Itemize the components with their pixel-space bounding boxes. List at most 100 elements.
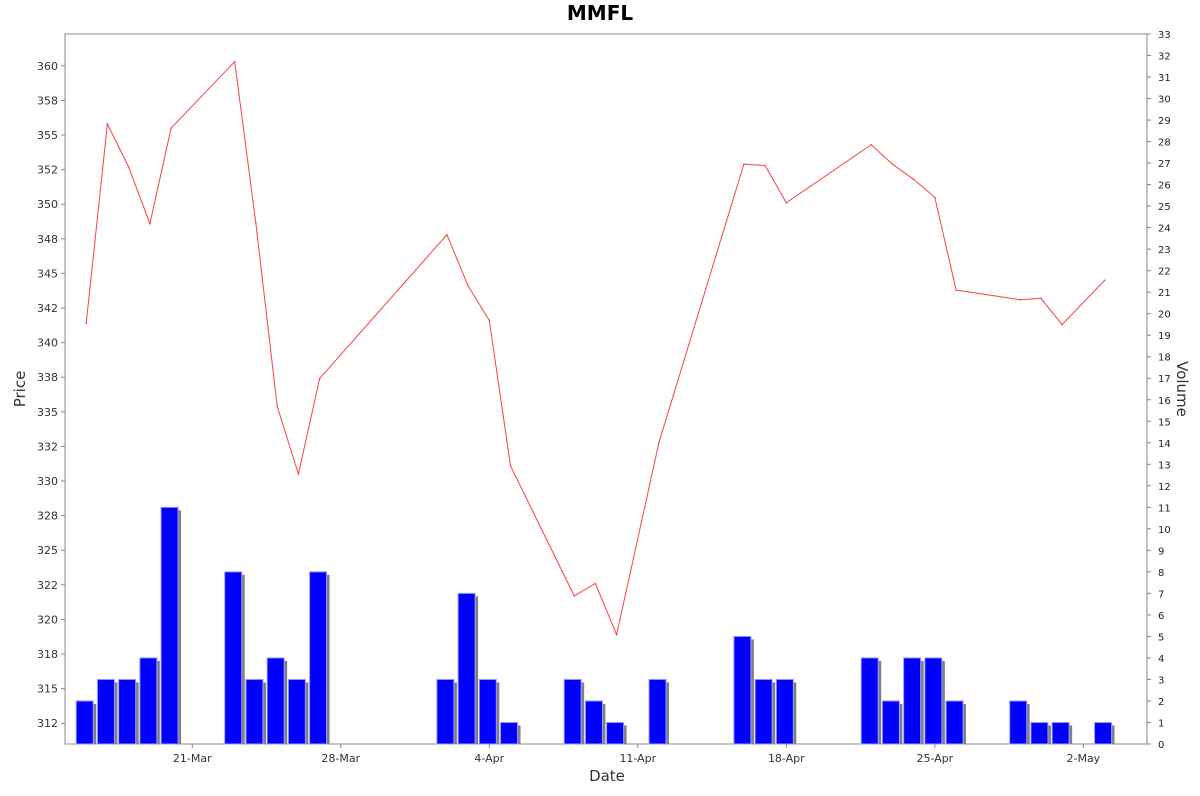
date-tick-label: 21-Mar (173, 752, 212, 765)
volume-bar-2 (118, 678, 137, 745)
volume-bar-4 (160, 506, 179, 745)
volume-tick-label: 4 (1158, 654, 1164, 665)
volume-tick-label: 15 (1158, 417, 1171, 428)
volume-bar (224, 571, 245, 745)
volume-bars (75, 506, 1115, 745)
volume-bar (96, 678, 118, 745)
volume-bar-9 (309, 571, 328, 745)
volume-axis-title: Volume (1173, 361, 1191, 417)
volume-bar-5 (224, 571, 243, 745)
price-point (255, 222, 257, 225)
volume-bar-26 (1009, 700, 1028, 745)
volume-bar-27 (1030, 721, 1049, 745)
price-tick-label: 355 (37, 129, 58, 142)
volume-bar (118, 678, 139, 745)
price-point (955, 289, 957, 291)
price-point (1061, 323, 1063, 326)
volume-bar-28 (1051, 721, 1070, 745)
volume-bar (436, 678, 457, 745)
volume-tick-label: 22 (1158, 267, 1171, 278)
price-tick-label: 358 (37, 94, 58, 107)
price-point (85, 322, 88, 325)
price-tick-label: 348 (37, 233, 58, 246)
price-point (233, 60, 236, 63)
volume-tick-label: 12 (1158, 482, 1171, 493)
volume-tick-label: 10 (1158, 525, 1171, 536)
volume-bar-18 (733, 635, 752, 745)
price-point (276, 405, 278, 408)
price-point (785, 202, 788, 204)
volume-bar (457, 592, 479, 745)
volume-bar (75, 700, 97, 745)
volume-bar-15 (584, 700, 603, 745)
volume-bar-0 (75, 700, 94, 745)
price-point (743, 163, 745, 165)
volume-bar (945, 700, 967, 745)
volume-bar-6 (245, 678, 264, 745)
price-tick-label: 360 (37, 60, 58, 73)
volume-bar (924, 657, 945, 745)
volume-bar (903, 657, 924, 745)
price-point (1103, 279, 1106, 282)
price-point (764, 164, 766, 167)
volume-bar (266, 657, 288, 745)
price-tick-label: 345 (37, 267, 58, 280)
volume-tick-label: 23 (1158, 245, 1171, 256)
volume-bar (648, 678, 670, 745)
volume-tick-label: 30 (1158, 95, 1171, 106)
volume-tick-label: 31 (1158, 73, 1171, 84)
price-point (467, 285, 469, 287)
price-tick-label: 312 (37, 717, 58, 730)
price-point (318, 377, 321, 380)
volume-tick-label: 17 (1158, 374, 1171, 385)
volume-bar-12 (478, 678, 497, 745)
volume-bar (1030, 721, 1051, 745)
price-point (127, 166, 130, 168)
volume-bar (309, 571, 330, 745)
price-axis: 312 315 318 320 322 325 328 330 332 335 338 340 342 3… (37, 60, 65, 730)
volume-tick-label: 9 (1158, 546, 1164, 557)
volume-bar (245, 678, 266, 745)
price-point (170, 127, 172, 129)
volume-bar-13 (500, 721, 519, 745)
price-tick-label: 340 (37, 337, 58, 350)
volume-bar-10 (436, 678, 455, 745)
volume-bar (584, 700, 606, 745)
volume-tick-label: 32 (1158, 52, 1171, 63)
volume-bar-19 (754, 678, 773, 745)
volume-tick-label: 14 (1158, 439, 1171, 450)
price-tick-label: 322 (37, 579, 58, 592)
plot-frame (64, 33, 1148, 745)
volume-bar-20 (775, 678, 794, 745)
price-point (488, 319, 491, 322)
volume-bar-3 (139, 657, 158, 745)
price-point (297, 473, 300, 475)
price-tick-label: 342 (37, 302, 58, 315)
price-point (106, 123, 109, 125)
volume-tick-label: 27 (1158, 159, 1171, 170)
volume-tick-label: 25 (1158, 202, 1171, 213)
volume-tick-label: 11 (1158, 503, 1171, 514)
date-axis: 21-Mar 28-Mar 4-Apr 11-Apr 18-Apr 25-Apr 2-May (173, 744, 1101, 765)
volume-bar (139, 657, 160, 745)
price-tick-label: 338 (37, 371, 58, 384)
volume-tick-label: 16 (1158, 396, 1171, 407)
volume-tick-label: 33 (1158, 30, 1171, 41)
price-line (85, 60, 1105, 637)
price-tick-label: 318 (37, 648, 58, 661)
volume-tick-label: 0 (1158, 740, 1164, 751)
price-tick-label: 332 (37, 440, 58, 453)
price-point (934, 196, 936, 199)
volume-bar (775, 678, 797, 745)
volume-tick-label: 1 (1158, 718, 1164, 729)
price-tick-label: 330 (37, 475, 58, 488)
volume-bar (287, 678, 309, 745)
date-tick-label: 18-Apr (768, 752, 805, 765)
volume-bar (754, 678, 776, 745)
price-tick-label: 335 (37, 406, 58, 419)
volume-tick-label: 13 (1158, 460, 1171, 471)
volume-tick-label: 2 (1158, 697, 1164, 708)
volume-bar (478, 678, 500, 745)
